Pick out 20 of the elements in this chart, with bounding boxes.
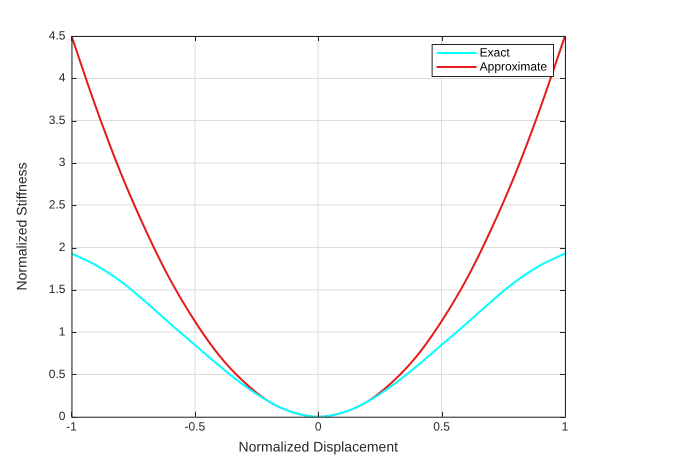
y-tick-label: 3 [58, 155, 66, 170]
y-tick-label: 4.5 [48, 28, 66, 42]
y-tick-label: 0.5 [48, 366, 66, 381]
y-tick-label: 3.5 [48, 112, 66, 127]
legend-label: Exact [480, 45, 510, 60]
legend-label: Approximate [480, 59, 548, 74]
y-tick-label: 1 [58, 324, 66, 338]
x-tick-label: 0 [314, 419, 322, 434]
line-series [71, 36, 565, 417]
y-tick-label: 0 [58, 409, 66, 424]
x-tick-label: 0.5 [433, 419, 450, 434]
x-tick-label: 1 [562, 419, 569, 434]
y-tick-label: 1.5 [48, 282, 66, 296]
x-tick-label: -0.5 [184, 419, 206, 434]
y-axis-title: Normalized Stiffness [13, 162, 30, 290]
y-tick-label: 2.5 [48, 198, 66, 212]
y-tick-label: 4 [58, 70, 66, 85]
y-tick-label: 2 [58, 240, 66, 254]
x-tick-label: -1 [66, 419, 78, 434]
x-axis-title: Normalized Displacement [238, 438, 398, 454]
